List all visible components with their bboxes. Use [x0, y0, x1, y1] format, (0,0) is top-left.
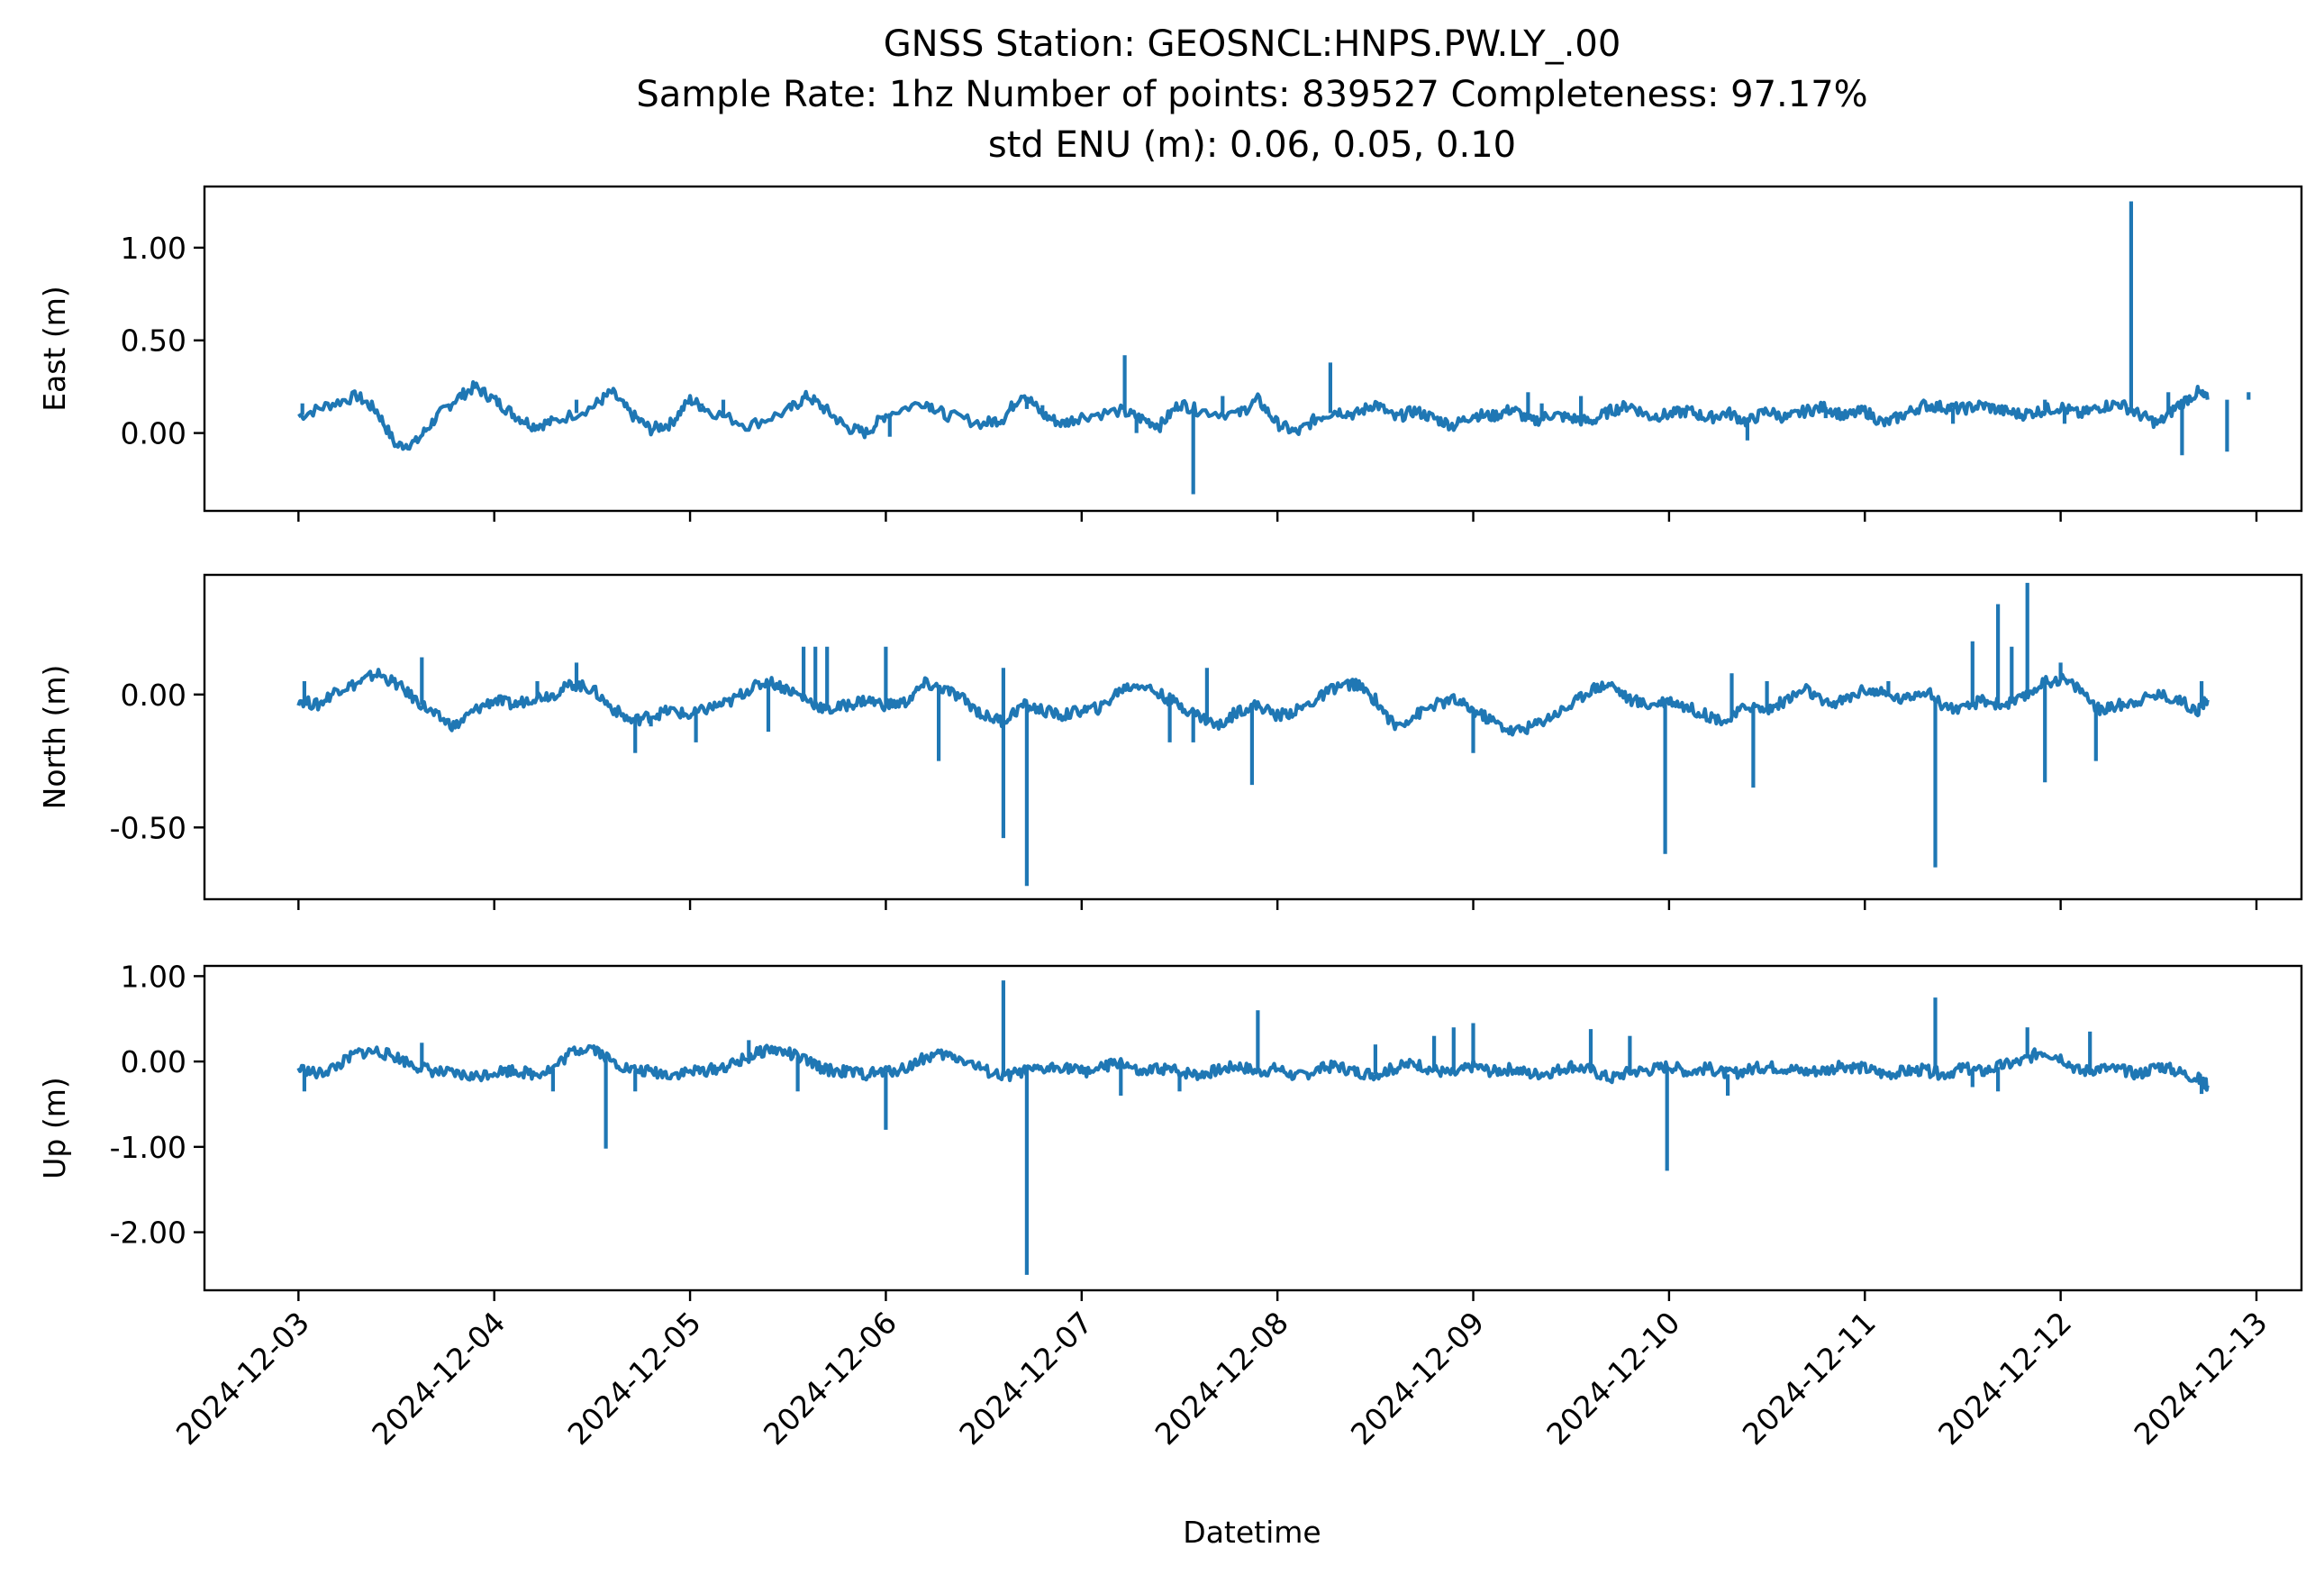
up-y-tick-label: -1.00 [110, 1130, 186, 1165]
east-panel: 0.00 0.50 1.00 East (m) [37, 185, 2303, 522]
east-axes-frame [203, 185, 2303, 513]
up-axes-frame [203, 964, 2303, 1292]
north-series-line [296, 668, 2210, 737]
up-y-tick-label: -2.00 [110, 1215, 186, 1251]
north-panel: -0.50 0.00 North (m) [37, 573, 2303, 910]
up-panel: -2.00 -1.00 0.00 1.00 Up (m) [37, 959, 2303, 1301]
x-axis-label: Datetime [1183, 1515, 1321, 1550]
title-line-3: std ENU (m): 0.06, 0.05, 0.10 [988, 124, 1516, 166]
title-line-2: Sample Rate: 1hz Number of points: 83952… [636, 74, 1867, 115]
up-y-tick-label: 1.00 [121, 959, 186, 994]
title-line-1: GNSS Station: GEOSNCL:HNPS.PW.LY_.00 [884, 23, 1621, 65]
north-y-tick-label: -0.50 [110, 810, 186, 845]
east-y-tick-label: 0.00 [121, 416, 186, 451]
east-y-axis-label: East (m) [37, 286, 72, 412]
up-y-axis-label: Up (m) [37, 1077, 72, 1179]
north-y-tick-label: 0.00 [121, 678, 186, 713]
north-axes-frame [203, 573, 2303, 901]
north-y-axis-label: North (m) [37, 665, 72, 810]
east-y-tick-label: 0.50 [121, 323, 186, 359]
up-y-tick-label: 0.00 [121, 1044, 186, 1079]
east-y-tick-label: 1.00 [121, 231, 186, 266]
east-series-line [297, 379, 2210, 451]
